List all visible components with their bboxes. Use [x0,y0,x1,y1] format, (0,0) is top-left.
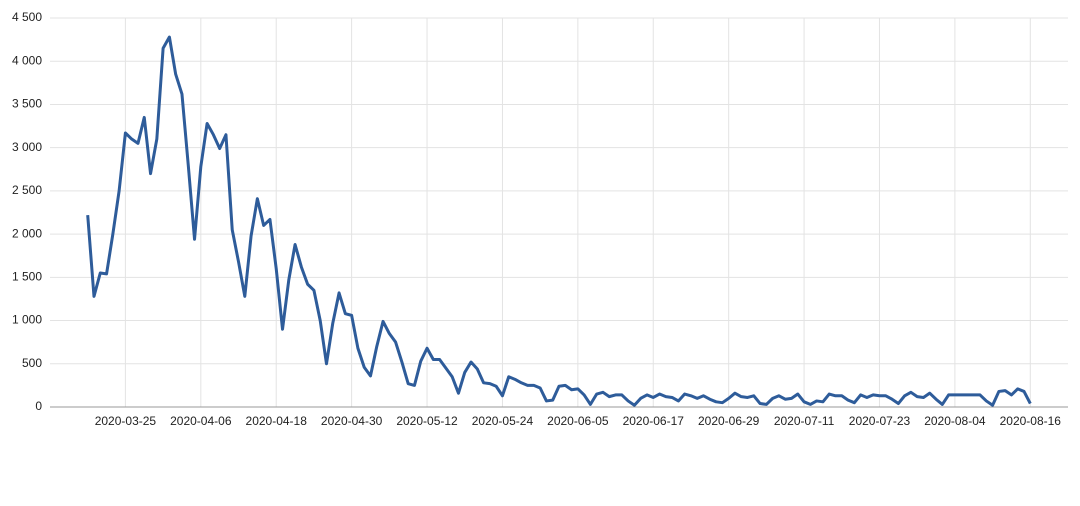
x-tick-label: 2020-08-04 [924,414,986,428]
y-tick-label: 1 000 [12,313,42,327]
x-tick-label: 2020-05-12 [396,414,458,428]
y-tick-label: 0 [35,399,42,413]
y-tick-label: 1 500 [12,270,42,284]
x-tick-label: 2020-06-17 [623,414,685,428]
x-tick-label: 2020-06-29 [698,414,760,428]
x-tick-label: 2020-05-24 [472,414,534,428]
y-tick-label: 3 500 [12,97,42,111]
x-tick-label: 2020-04-18 [246,414,308,428]
y-tick-label: 2 000 [12,226,42,240]
y-tick-label: 4 000 [12,53,42,67]
y-tick-label: 3 000 [12,140,42,154]
x-tick-label: 2020-04-30 [321,414,383,428]
x-tick-label: 2020-06-05 [547,414,609,428]
y-tick-label: 4 500 [12,10,42,24]
x-tick-label: 2020-07-23 [849,414,911,428]
x-tick-label: 2020-04-06 [170,414,232,428]
x-tick-label: 2020-07-11 [774,414,835,428]
y-tick-label: 2 500 [12,183,42,197]
data-line [86,35,1032,407]
x-tick-label: 2020-03-25 [95,414,157,428]
x-tick-label: 2020-08-16 [1000,414,1062,428]
y-tick-label: 500 [22,356,42,370]
